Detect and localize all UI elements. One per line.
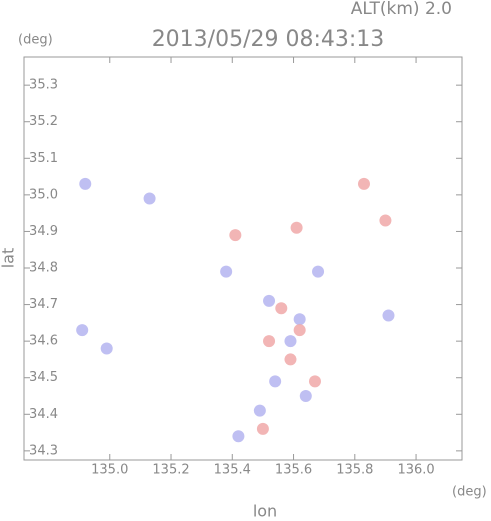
y-tick-label: 34.5 — [29, 370, 58, 385]
radar-echo — [256, 422, 269, 435]
y-tick-label: 34.7 — [29, 297, 58, 312]
x-tick-label: 136.0 — [397, 463, 434, 478]
radar-echo — [263, 335, 276, 348]
y-axis-label: lat — [0, 248, 18, 269]
y-tick-label: 34.3 — [29, 443, 58, 458]
radar-echo — [232, 430, 245, 443]
y-tick-label: 35.0 — [29, 187, 58, 202]
x-tick-label: 135.6 — [275, 463, 312, 478]
radar-echo — [293, 324, 306, 337]
radar-echo — [263, 294, 276, 307]
radar-echo — [357, 177, 370, 190]
y-tick-label: 35.2 — [29, 114, 58, 129]
radar-echo — [220, 265, 233, 278]
radar-echo — [299, 390, 312, 403]
radar-echo — [293, 313, 306, 326]
y-tick-label: 34.9 — [29, 224, 58, 239]
radar-echo — [275, 302, 288, 315]
radar-echo — [284, 353, 297, 366]
radar-echo — [379, 214, 392, 227]
y-tick-label: 34.6 — [29, 334, 58, 349]
x-unit: (deg) — [452, 485, 487, 500]
radar-echo — [312, 265, 325, 278]
y-tick-label: 35.3 — [29, 78, 58, 93]
x-tick-label: 135.8 — [336, 463, 373, 478]
x-axis-label: lon — [253, 502, 277, 521]
y-unit: (deg) — [18, 33, 53, 48]
x-tick-label: 135.4 — [214, 463, 251, 478]
radar-echo — [79, 177, 92, 190]
radar-echo — [284, 335, 297, 348]
radar-echo — [290, 221, 303, 234]
chart-title: 2013/05/29 08:43:13 — [152, 27, 385, 52]
radar-echo — [382, 309, 395, 322]
plot-frame — [23, 56, 463, 461]
x-tick-label: 135.0 — [91, 463, 128, 478]
radar-echo — [100, 342, 113, 355]
y-tick-label: 34.4 — [29, 407, 58, 422]
radar-echo — [143, 192, 156, 205]
y-tick-label: 34.8 — [29, 261, 58, 276]
altitude-label: ALT(km) 2.0 — [351, 0, 452, 19]
radar-echo — [308, 375, 321, 388]
radar-echo — [253, 404, 266, 417]
y-tick-label: 35.1 — [29, 151, 58, 166]
radar-echo — [76, 324, 89, 337]
radar-echo — [229, 229, 242, 242]
radar-echo — [269, 375, 282, 388]
x-tick-label: 135.2 — [152, 463, 189, 478]
